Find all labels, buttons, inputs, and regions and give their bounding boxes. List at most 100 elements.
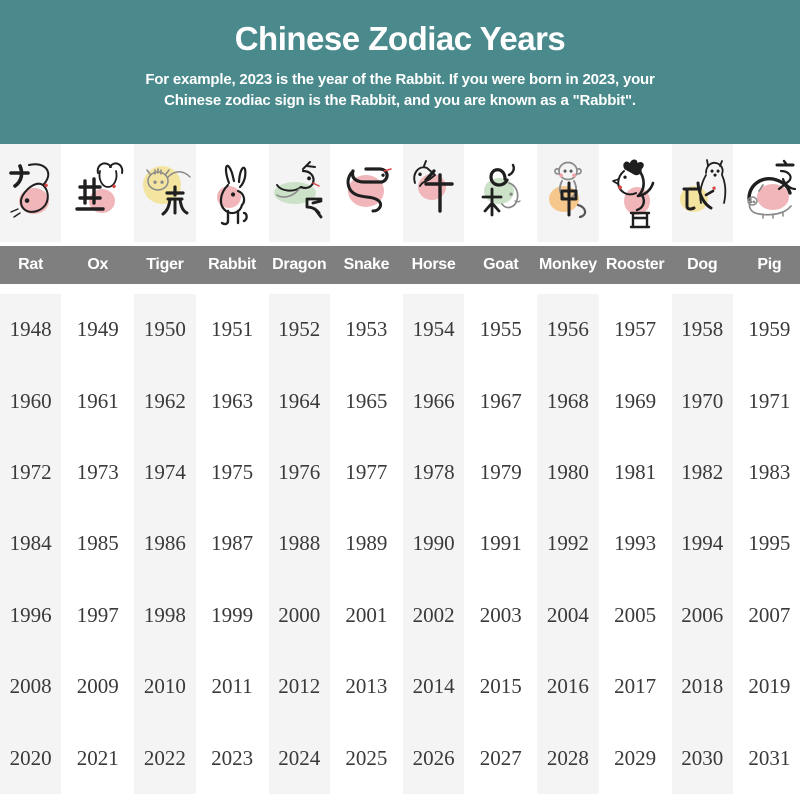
horse-icon bbox=[412, 160, 454, 213]
column-header-snake: Snake bbox=[343, 256, 390, 273]
year-column-horse: 1954 1966 1978 1990 2002 2014 2026 bbox=[403, 294, 465, 794]
year-cell-horse-2026: 2026 bbox=[412, 745, 455, 770]
year-column-monkey: 1956 1968 1980 1992 2004 2016 2028 bbox=[537, 294, 599, 794]
year-cell-horse-2014: 2014 bbox=[412, 674, 455, 699]
page-title: Chinese Zodiac Years bbox=[234, 20, 566, 57]
year-cell-ox-1961: 1961 bbox=[76, 388, 119, 413]
goat-icon bbox=[481, 163, 521, 217]
dog-icon bbox=[680, 159, 727, 212]
year-cell-monkey-2028: 2028 bbox=[546, 745, 589, 770]
year-cell-rooster-1981: 1981 bbox=[614, 460, 657, 485]
year-cell-dog-1994: 1994 bbox=[681, 531, 724, 556]
year-column-rat: 1948 1960 1972 1984 1996 2008 2020 bbox=[0, 294, 62, 794]
year-cell-rooster-1957: 1957 bbox=[614, 317, 657, 342]
year-cell-rabbit-1963: 1963 bbox=[211, 388, 254, 413]
year-column-ox: 1949 1961 1973 1985 1997 2009 2021 bbox=[67, 294, 128, 794]
zodiac-icon-cell-dragon bbox=[268, 144, 330, 242]
year-cell-snake-2025: 2025 bbox=[345, 745, 388, 770]
rooster-icon bbox=[612, 159, 655, 229]
year-cell-goat-1967: 1967 bbox=[479, 388, 522, 413]
subtitle-line-2: Chinese zodiac sign is the Rabbit, and y… bbox=[164, 92, 636, 110]
year-cell-monkey-2016: 2016 bbox=[546, 674, 589, 699]
year-cell-horse-1966: 1966 bbox=[412, 388, 455, 413]
column-header-monkey: Monkey bbox=[539, 256, 597, 273]
year-cell-snake-1977: 1977 bbox=[345, 460, 388, 485]
year-cell-rooster-1969: 1969 bbox=[614, 388, 657, 413]
year-cell-ox-1949: 1949 bbox=[76, 317, 119, 342]
year-cell-monkey-1956: 1956 bbox=[546, 317, 589, 342]
year-cell-snake-2013: 2013 bbox=[345, 674, 388, 699]
year-cell-goat-2003: 2003 bbox=[479, 602, 522, 627]
year-cell-rat-1948: 1948 bbox=[9, 317, 52, 342]
year-cell-tiger-1986: 1986 bbox=[143, 531, 186, 556]
year-cell-goat-2027: 2027 bbox=[479, 745, 522, 770]
zodiac-icon-cell-pig bbox=[739, 144, 800, 242]
year-cell-pig-1995: 1995 bbox=[748, 531, 791, 556]
years-grid: 1948 1960 1972 1984 1996 2008 2020 1949 1961 1973… bbox=[0, 294, 800, 794]
year-column-snake: 1953 1965 1977 1989 2001 2013 2025 bbox=[336, 294, 397, 794]
dragon-icon bbox=[274, 161, 323, 219]
year-cell-rooster-1993: 1993 bbox=[614, 531, 657, 556]
year-cell-dog-2030: 2030 bbox=[681, 745, 724, 770]
column-header-dragon: Dragon bbox=[272, 256, 327, 273]
year-column-dragon: 1952 1964 1976 1988 2000 2012 2024 bbox=[268, 294, 330, 794]
year-cell-rooster-2017: 2017 bbox=[614, 674, 657, 699]
year-cell-dog-2018: 2018 bbox=[681, 674, 724, 699]
year-cell-rabbit-1999: 1999 bbox=[211, 602, 254, 627]
snake-icon bbox=[347, 167, 393, 213]
rat-icon bbox=[8, 163, 49, 218]
year-cell-monkey-1992: 1992 bbox=[546, 531, 589, 556]
zodiac-icon-cell-rabbit bbox=[202, 144, 263, 242]
zodiac-icon-cell-rat bbox=[0, 144, 62, 242]
year-cell-pig-1971: 1971 bbox=[748, 388, 791, 413]
year-cell-snake-2001: 2001 bbox=[345, 602, 388, 627]
year-column-rooster: 1957 1969 1981 1993 2005 2017 2029 bbox=[605, 294, 666, 794]
year-cell-rat-1972: 1972 bbox=[9, 460, 52, 485]
year-cell-horse-2002: 2002 bbox=[412, 602, 455, 627]
zodiac-icons-row bbox=[0, 144, 800, 242]
zodiac-table: Rat Ox Tiger Rabbit Dragon Snake Horse Goat Monk… bbox=[0, 144, 800, 794]
year-cell-rabbit-2011: 2011 bbox=[211, 674, 253, 699]
year-cell-dog-1958: 1958 bbox=[681, 317, 724, 342]
year-cell-monkey-1968: 1968 bbox=[546, 388, 589, 413]
header-banner: Chinese Zodiac Years For example, 2023 i… bbox=[0, 0, 800, 144]
year-cell-goat-1979: 1979 bbox=[479, 460, 522, 485]
column-header-rat: Rat bbox=[18, 256, 44, 273]
zodiac-icon-cell-monkey bbox=[537, 144, 599, 242]
year-cell-rat-2020: 2020 bbox=[9, 745, 52, 770]
rabbit-icon bbox=[217, 164, 248, 226]
year-cell-rabbit-1975: 1975 bbox=[211, 460, 254, 485]
year-cell-tiger-1962: 1962 bbox=[143, 388, 186, 413]
year-cell-pig-1959: 1959 bbox=[748, 317, 791, 342]
year-cell-ox-2009: 2009 bbox=[76, 674, 119, 699]
year-cell-tiger-1974: 1974 bbox=[143, 460, 186, 485]
year-cell-dragon-2000: 2000 bbox=[278, 602, 321, 627]
column-header-dog: Dog bbox=[687, 256, 718, 273]
zodiac-icon-cell-ox bbox=[67, 144, 128, 242]
year-cell-rabbit-1951: 1951 bbox=[211, 317, 254, 342]
year-column-rabbit: 1951 1963 1975 1987 1999 2011 2023 bbox=[202, 294, 263, 794]
year-cell-dog-2006: 2006 bbox=[681, 602, 724, 627]
subtitle: For example, 2023 is the year of the Rab… bbox=[0, 69, 800, 112]
pig-icon bbox=[747, 159, 797, 219]
year-cell-snake-1989: 1989 bbox=[345, 531, 388, 556]
column-header-rabbit: Rabbit bbox=[208, 256, 257, 273]
year-cell-snake-1953: 1953 bbox=[345, 317, 388, 342]
year-cell-snake-1965: 1965 bbox=[345, 388, 388, 413]
column-header-horse: Horse bbox=[411, 256, 456, 273]
year-column-goat: 1955 1967 1979 1991 2003 2015 2027 bbox=[470, 294, 531, 794]
column-header-ox: Ox bbox=[87, 256, 109, 273]
year-cell-goat-1991: 1991 bbox=[479, 531, 522, 556]
year-cell-dragon-2012: 2012 bbox=[278, 674, 321, 699]
year-cell-ox-1997: 1997 bbox=[76, 602, 119, 627]
year-cell-dog-1970: 1970 bbox=[681, 388, 724, 413]
year-cell-dragon-2024: 2024 bbox=[278, 745, 321, 770]
year-cell-rat-1960: 1960 bbox=[9, 388, 52, 413]
year-cell-pig-2019: 2019 bbox=[748, 674, 791, 699]
column-header-tiger: Tiger bbox=[146, 256, 184, 273]
column-header-pig: Pig bbox=[757, 256, 782, 273]
year-cell-tiger-2022: 2022 bbox=[143, 745, 186, 770]
year-cell-dragon-1988: 1988 bbox=[278, 531, 321, 556]
subtitle-line-1: For example, 2023 is the year of the Rab… bbox=[145, 71, 655, 88]
year-cell-dog-1982: 1982 bbox=[681, 460, 724, 485]
